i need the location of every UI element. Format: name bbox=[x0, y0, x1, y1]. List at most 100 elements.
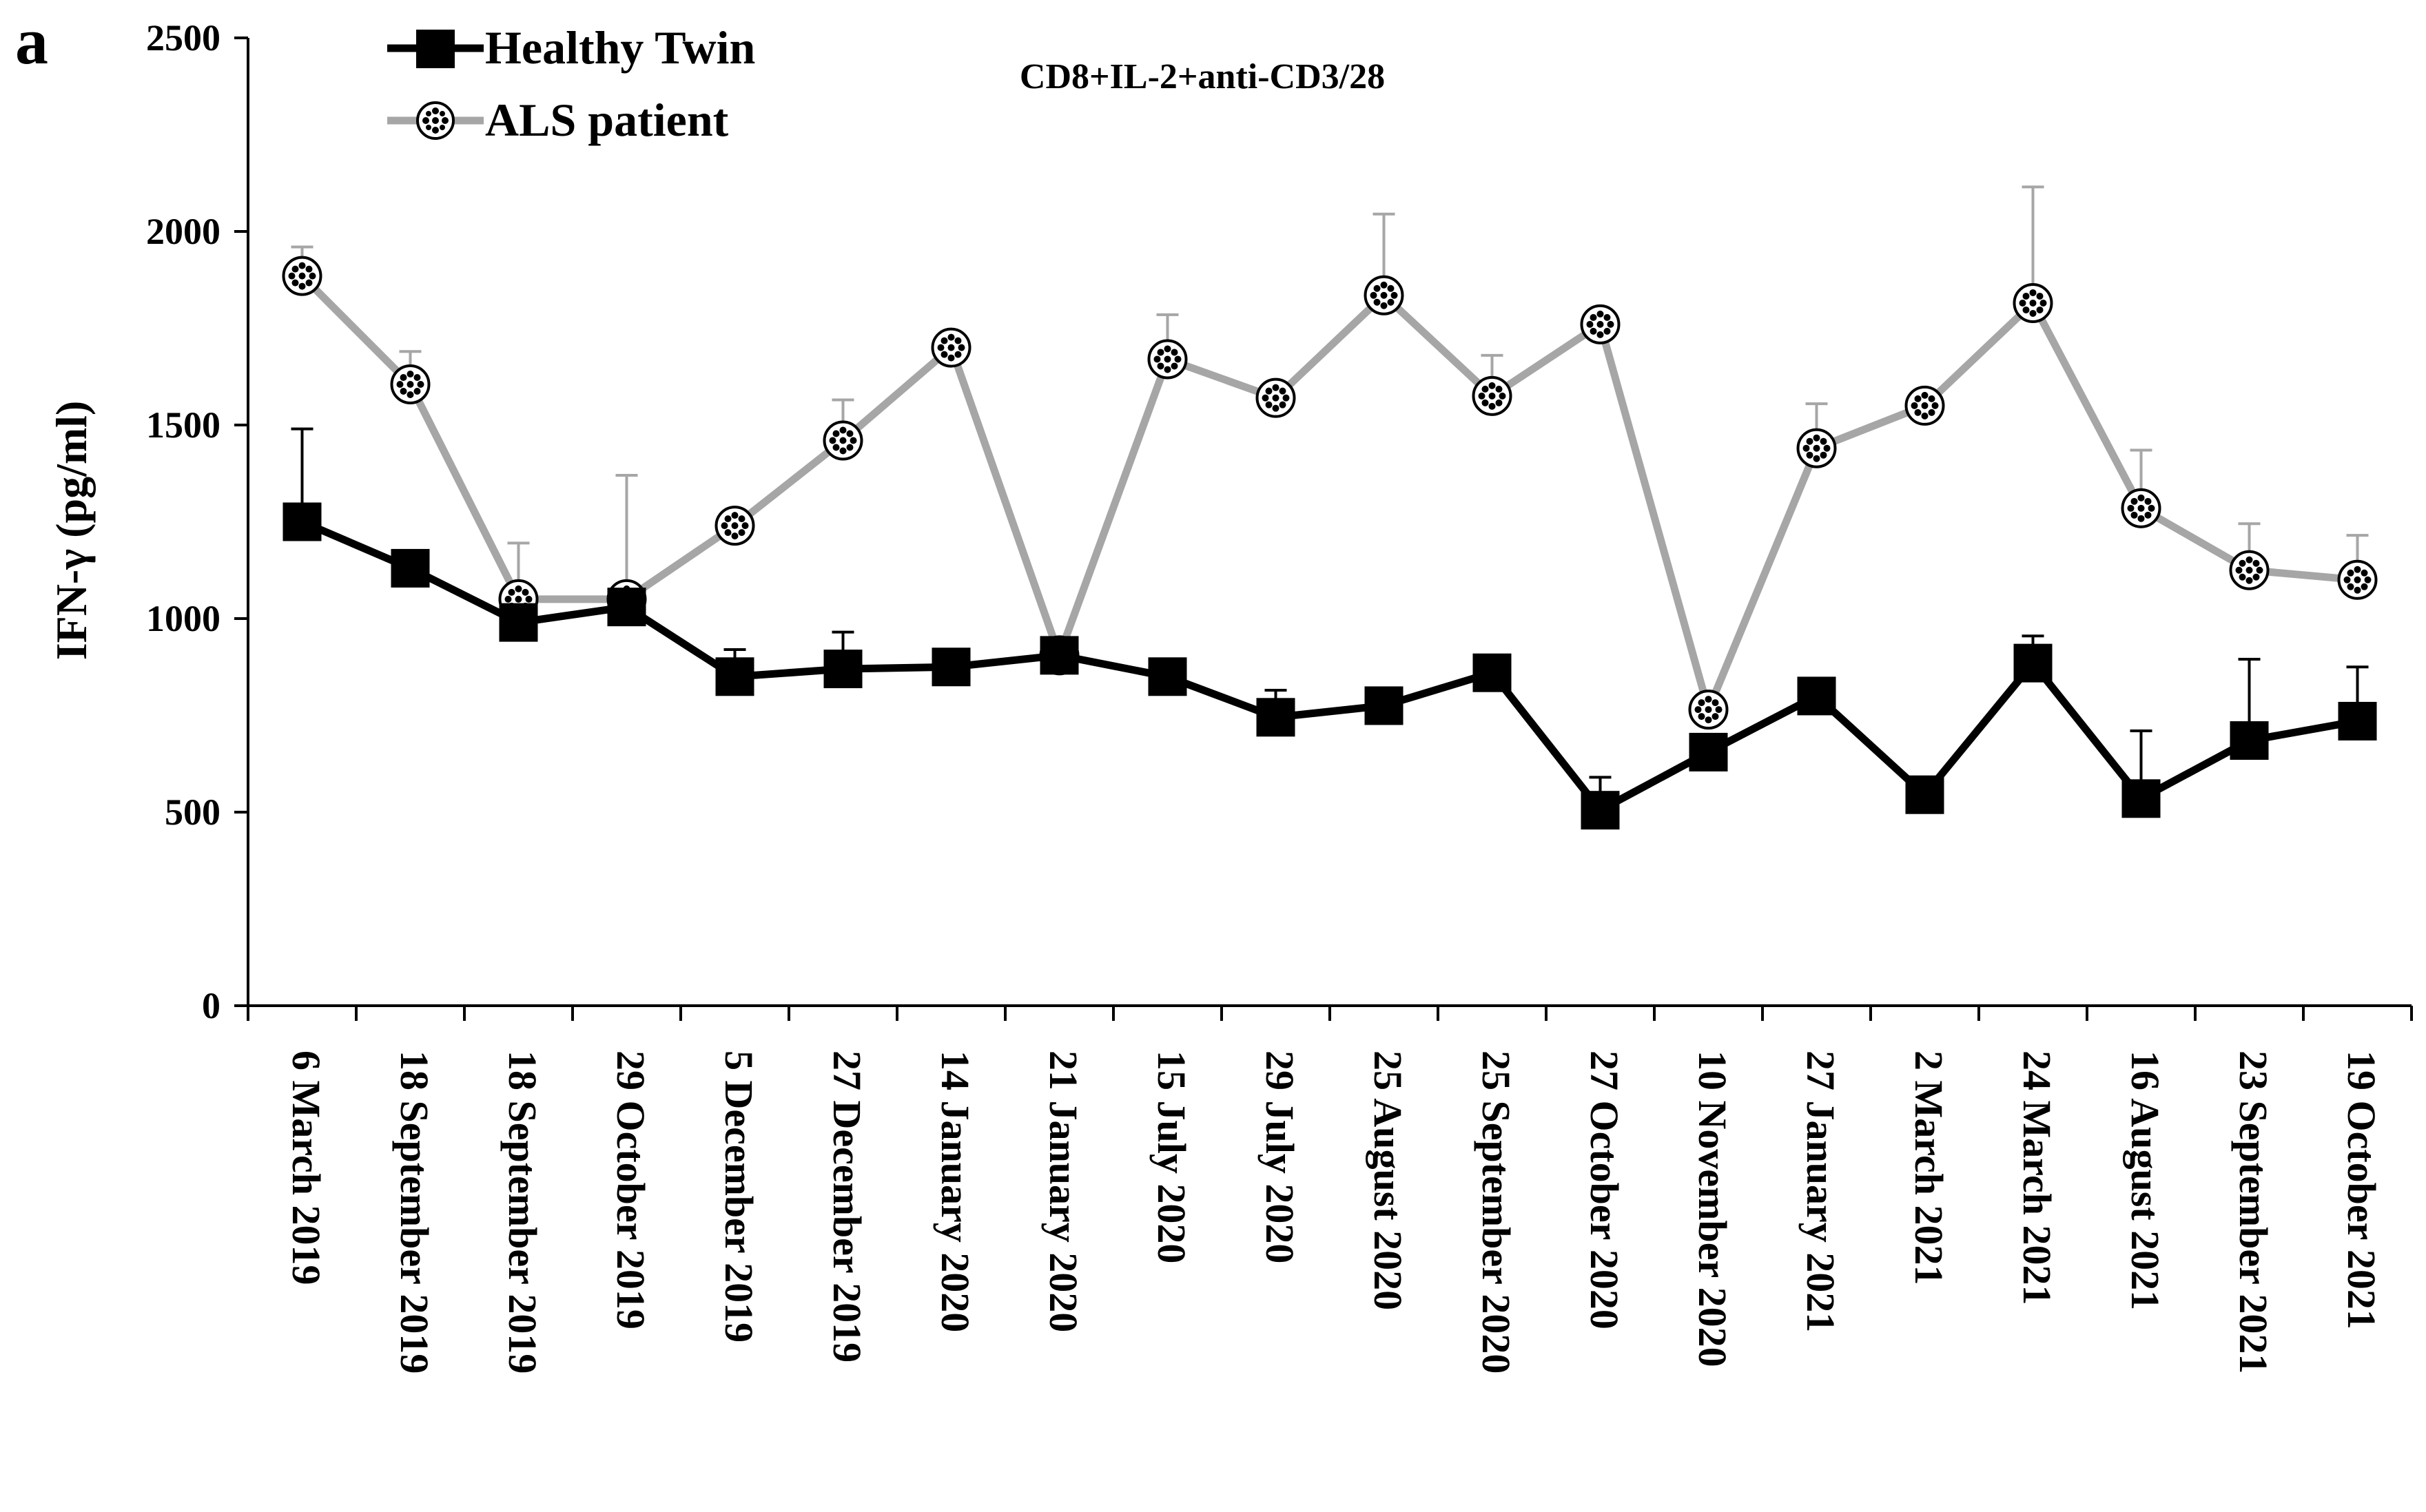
data-point-als-patient bbox=[390, 364, 431, 404]
data-point-dot bbox=[839, 426, 847, 434]
data-point-dot bbox=[400, 387, 407, 395]
data-point-dot bbox=[1921, 391, 1929, 399]
data-point-dot bbox=[2354, 566, 2361, 573]
data-point-dot bbox=[2256, 566, 2263, 574]
data-point-dot bbox=[724, 529, 732, 537]
data-point-dot bbox=[846, 430, 854, 437]
data-point-als-patient bbox=[715, 506, 755, 546]
data-point-dot bbox=[940, 337, 948, 344]
data-point-dot bbox=[2361, 569, 2368, 577]
data-point-dot bbox=[1390, 291, 1398, 299]
x-tick-label: 16 August 2021 bbox=[2123, 1050, 2168, 1310]
data-point-dot bbox=[2036, 292, 2044, 300]
data-point-dot bbox=[1373, 298, 1381, 306]
data-point-dot bbox=[508, 588, 515, 596]
data-point-dot bbox=[1157, 349, 1164, 356]
data-point-dot bbox=[1928, 395, 1935, 402]
x-tick-label: 21 January 2020 bbox=[1041, 1050, 1086, 1332]
data-point-dot bbox=[407, 391, 414, 398]
data-point-dot bbox=[400, 373, 407, 381]
data-point-dot bbox=[288, 272, 296, 280]
data-point-dot bbox=[522, 588, 529, 596]
data-point-dot bbox=[1596, 310, 1604, 318]
data-point-dot bbox=[2252, 559, 2260, 567]
legend-marker-als-dots bbox=[422, 107, 449, 134]
data-point-dot bbox=[1590, 313, 1597, 321]
data-point-dot bbox=[2022, 306, 2030, 313]
data-point-dot bbox=[731, 522, 739, 530]
x-tick-label: 23 September 2021 bbox=[2231, 1050, 2276, 1374]
data-point-dot bbox=[1488, 402, 1496, 410]
data-point-dot bbox=[947, 354, 955, 362]
data-point-dot bbox=[958, 344, 965, 351]
data-point-dot bbox=[1715, 706, 1723, 714]
x-tick-label: 18 September 2019 bbox=[392, 1050, 437, 1374]
data-point-als-patient bbox=[1688, 690, 1729, 730]
data-point-dot bbox=[1705, 696, 1712, 703]
data-point-healthy-twin bbox=[932, 648, 971, 687]
x-tick-label: 19 October 2021 bbox=[2339, 1050, 2384, 1329]
data-point-als-patient bbox=[1904, 385, 1945, 426]
data-point-dot bbox=[525, 595, 533, 603]
data-point-als-patient bbox=[931, 327, 972, 368]
y-tick-label: 2500 bbox=[146, 17, 220, 59]
data-point-dot bbox=[1931, 402, 1939, 409]
data-point-dot bbox=[1279, 387, 1286, 395]
data-point-dot bbox=[832, 444, 840, 451]
data-point-dot bbox=[2245, 577, 2253, 584]
data-point-healthy-twin bbox=[1472, 653, 1512, 692]
data-point-dot bbox=[2029, 289, 2037, 296]
data-point-dot bbox=[2022, 292, 2030, 300]
x-tick-label: 29 July 2020 bbox=[1257, 1050, 1302, 1263]
data-point-dot bbox=[1705, 706, 1712, 714]
data-point-dot bbox=[1698, 713, 1705, 721]
data-point-dot bbox=[2144, 497, 2152, 505]
data-point-dot bbox=[1694, 706, 1702, 714]
data-point-dot bbox=[1711, 713, 1719, 721]
data-point-healthy-twin bbox=[823, 650, 863, 689]
axes bbox=[234, 37, 2413, 1021]
data-point-dot bbox=[309, 272, 316, 280]
data-point-dot bbox=[2354, 586, 2361, 594]
data-point-dot bbox=[1928, 408, 1935, 416]
data-point-dot bbox=[2343, 576, 2351, 583]
legend-label-als-patient: ALS patient bbox=[485, 94, 729, 146]
data-point-dot bbox=[1265, 401, 1273, 408]
data-point-dot bbox=[1373, 284, 1381, 292]
data-point-dot bbox=[1499, 392, 1506, 400]
data-point-dot bbox=[2347, 569, 2354, 577]
data-point-dot bbox=[305, 265, 313, 273]
data-point-dot bbox=[940, 351, 948, 358]
data-point-als-patient bbox=[1147, 339, 1188, 380]
data-point-dot bbox=[2239, 573, 2246, 581]
data-point-dot bbox=[2036, 306, 2044, 313]
x-tick-label: 5 December 2019 bbox=[717, 1050, 761, 1343]
data-point-healthy-twin bbox=[1581, 791, 1620, 830]
data-point-dot bbox=[2245, 566, 2253, 574]
data-point-dot bbox=[2361, 583, 2368, 590]
data-point-dot bbox=[2029, 299, 2037, 307]
data-point-healthy-twin bbox=[1689, 732, 1728, 771]
data-point-dot bbox=[417, 380, 424, 388]
x-tick-label: 14 January 2020 bbox=[933, 1050, 978, 1332]
data-point-dot bbox=[1262, 394, 1269, 402]
data-point-dot bbox=[1914, 395, 1922, 402]
data-point-healthy-twin bbox=[2121, 779, 2161, 818]
data-point-dot bbox=[1607, 320, 1614, 328]
data-point-dot bbox=[839, 447, 847, 455]
x-tick-labels: 6 March 2019 18 September 2019 18 Septembe… bbox=[284, 1050, 2384, 1374]
data-point-dot bbox=[829, 437, 836, 444]
data-point-dot bbox=[1282, 394, 1290, 402]
data-point-dot bbox=[1279, 401, 1286, 408]
data-point-dot bbox=[2019, 299, 2026, 307]
data-point-dot bbox=[2130, 497, 2138, 505]
data-point-dot bbox=[1495, 385, 1503, 393]
data-point-dot bbox=[1820, 437, 1827, 445]
data-point-healthy-twin bbox=[1040, 636, 1079, 675]
data-point-dot bbox=[1272, 404, 1279, 412]
y-tick-label: 1500 bbox=[146, 404, 220, 446]
data-point-dot bbox=[1603, 313, 1611, 321]
data-point-dot bbox=[1586, 320, 1594, 328]
data-point-dot bbox=[832, 430, 840, 437]
